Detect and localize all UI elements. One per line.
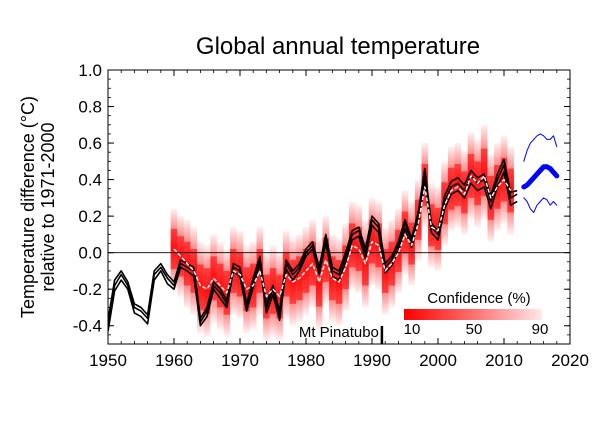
x-tick-label: 1950 <box>89 351 127 370</box>
forecast-lower-line <box>523 197 558 213</box>
series-line-1 <box>108 164 518 326</box>
y-tick-label: 0.6 <box>78 134 102 153</box>
legend-label-10: 10 <box>404 321 421 338</box>
legend-label-50: 50 <box>466 321 483 338</box>
annotation-mt-pinatubo: Mt Pinatubo <box>299 324 379 341</box>
y-tick-label: -0.2 <box>73 280 102 299</box>
confidence-band-core <box>342 245 349 290</box>
y-tick-label: -0.4 <box>73 317 102 336</box>
y-axis-label-line-2: relative to 1971-2000 <box>38 122 58 291</box>
confidence-band-core <box>454 164 462 207</box>
series-line-4 <box>173 175 512 298</box>
x-tick-label: 1960 <box>155 351 193 370</box>
y-tick-label: 0.4 <box>78 171 102 190</box>
forecast-upper-line <box>523 133 558 162</box>
confidence-band-core <box>203 268 211 314</box>
y-axis-label-line-1: Temperature difference (°C) <box>18 96 38 318</box>
x-tick-label: 2000 <box>419 351 457 370</box>
confidence-band-core <box>348 223 356 268</box>
series-line-3 <box>108 158 518 321</box>
confidence-band-core <box>322 238 330 282</box>
chart-title: Global annual temperature <box>196 33 480 60</box>
confidence-band-core <box>210 256 217 301</box>
x-tick-label: 1990 <box>353 351 391 370</box>
legend-label-90: 90 <box>532 321 549 338</box>
y-tick-label: 0.2 <box>78 207 102 226</box>
legend-gradient-bar <box>404 309 542 320</box>
legend-title: Confidence (%) <box>427 290 530 307</box>
confidence-band-core <box>480 148 488 197</box>
x-tick-label: 2010 <box>485 351 523 370</box>
confidence-band-core <box>315 260 323 307</box>
confidence-legend: Confidence (%) 10 50 90 <box>404 290 549 338</box>
y-tick-label: 0.0 <box>78 244 102 263</box>
y-tick-label: 0.8 <box>78 98 102 117</box>
confidence-band-core <box>197 264 204 311</box>
confidence-band-core <box>329 256 336 301</box>
confidence-band-core <box>375 223 382 268</box>
y-tick-label: 1.0 <box>78 61 102 80</box>
x-tick-label: 1980 <box>287 351 325 370</box>
confidence-band-core <box>355 227 363 271</box>
plot-area <box>108 124 570 341</box>
x-tick-label: 2020 <box>551 351 589 370</box>
forecast-central-line <box>521 164 560 190</box>
series-line-2 <box>108 171 518 332</box>
confidence-band-core <box>401 211 409 254</box>
axes: 1950 1960 1970 1980 1990 2000 2010 2020 -0.4 -0.2… <box>73 61 589 370</box>
confidence-band-core <box>256 249 264 293</box>
x-tick-label: 1970 <box>221 351 259 370</box>
y-axis-label: Temperature difference (°C) relative to … <box>18 96 58 318</box>
